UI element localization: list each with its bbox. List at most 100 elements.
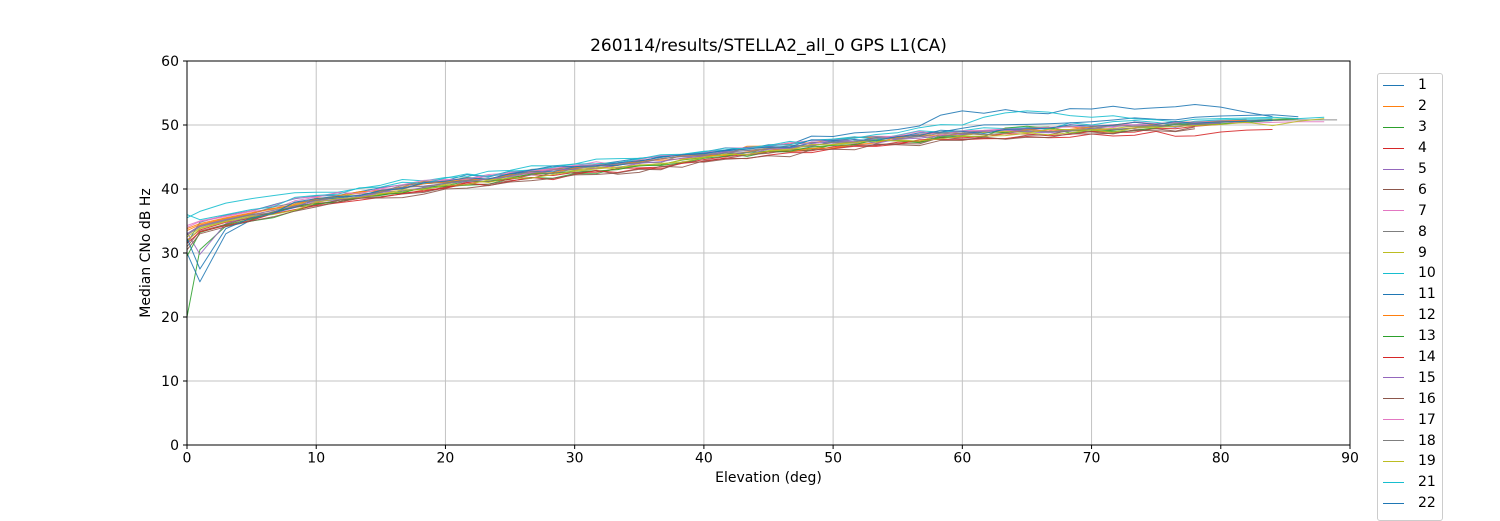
legend-label: 22 <box>1418 495 1436 512</box>
legend-line-sample <box>1383 189 1404 191</box>
legend-line-sample <box>1383 210 1404 212</box>
series-lines <box>187 104 1338 318</box>
legend-line-sample <box>1383 168 1404 170</box>
legend-line-sample <box>1383 356 1404 358</box>
series-line-13 <box>187 118 1299 257</box>
legend-label: 7 <box>1418 202 1427 219</box>
y-axis-label: Median CNo dB Hz <box>138 188 154 318</box>
legend-line-sample <box>1383 460 1404 462</box>
series-line-14 <box>187 129 1273 244</box>
legend-label: 1 <box>1418 77 1427 94</box>
x-axis-label: Elevation (deg) <box>715 470 822 486</box>
x-tick-label: 90 <box>1341 451 1359 467</box>
legend-item-4: 4 <box>1383 138 1442 159</box>
series-line-2 <box>187 118 1247 230</box>
legend-item-11: 11 <box>1383 284 1442 305</box>
legend-label: 15 <box>1418 369 1436 386</box>
y-tick-label: 0 <box>170 438 179 454</box>
series-line-12 <box>187 120 1247 232</box>
legend-label: 2 <box>1418 98 1427 115</box>
x-tick-label: 40 <box>695 451 713 467</box>
legend-item-10: 10 <box>1383 263 1442 284</box>
legend-label: 14 <box>1418 349 1436 366</box>
legend-item-16: 16 <box>1383 388 1442 409</box>
legend-label: 12 <box>1418 307 1436 324</box>
legend-label: 4 <box>1418 140 1427 157</box>
legend-label: 21 <box>1418 474 1436 491</box>
legend-item-1: 1 <box>1383 75 1442 96</box>
series-line-7 <box>187 119 1247 228</box>
legend-line-sample <box>1383 84 1404 86</box>
legend-label: 18 <box>1418 432 1436 449</box>
legend-line-sample <box>1383 481 1404 483</box>
legend-label: 5 <box>1418 161 1427 177</box>
legend-label: 8 <box>1418 223 1427 240</box>
x-tick-label: 50 <box>824 451 842 467</box>
legend-label: 11 <box>1418 286 1436 303</box>
series-line-8 <box>187 119 1273 235</box>
x-tick-label: 20 <box>437 451 455 467</box>
legend-item-2: 2 <box>1383 96 1442 117</box>
chart-title: 260114/results/STELLA2_all_0 GPS L1(CA) <box>590 36 947 56</box>
legend-line-sample <box>1383 440 1404 442</box>
series-line-9 <box>187 123 1221 238</box>
legend-line-sample <box>1383 272 1404 274</box>
legend-line-sample <box>1383 377 1404 379</box>
legend-line-sample <box>1383 398 1404 400</box>
legend-label: 6 <box>1418 181 1427 198</box>
legend-item-21: 21 <box>1383 472 1442 493</box>
series-line-5 <box>187 120 1247 255</box>
legend-item-13: 13 <box>1383 326 1442 347</box>
legend-item-5: 5 <box>1383 159 1442 180</box>
y-tick-label: 60 <box>161 54 179 70</box>
series-line-17 <box>187 121 1325 226</box>
legend-label: 9 <box>1418 244 1427 261</box>
plot-area: 0 10 20 30 40 50 60 70 80 90 0 10 20 30 40 50 60 <box>161 54 1359 467</box>
legend-line-sample <box>1383 252 1404 254</box>
y-tick-label: 30 <box>161 246 179 262</box>
y-tick-label: 20 <box>161 310 179 326</box>
y-tick-label: 40 <box>161 182 179 198</box>
legend-line-sample <box>1383 147 1404 149</box>
x-tick-label: 60 <box>953 451 971 467</box>
legend-label: 17 <box>1418 411 1436 428</box>
legend-item-12: 12 <box>1383 305 1442 326</box>
x-tick-label: 80 <box>1212 451 1230 467</box>
legend-item-3: 3 <box>1383 117 1442 138</box>
legend-label: 3 <box>1418 119 1427 136</box>
series-line-16 <box>187 128 1195 251</box>
legend-item-15: 15 <box>1383 367 1442 388</box>
legend-item-19: 19 <box>1383 451 1442 472</box>
legend-line-sample <box>1383 105 1404 107</box>
legend-line-sample <box>1383 231 1404 233</box>
legend: 1 2 3 4 5 6 7 8 9 10 11 12 13 14 15 16 17 18 19 21 22 <box>1377 73 1443 521</box>
legend-line-sample <box>1383 335 1404 337</box>
legend-item-9: 9 <box>1383 242 1442 263</box>
gridlines <box>186 60 1351 446</box>
legend-label: 13 <box>1418 328 1436 345</box>
series-line-6 <box>187 126 1196 247</box>
figure: 0 10 20 30 40 50 60 70 80 90 0 10 20 30 40 50 60 260114/… <box>138 36 1443 521</box>
legend-line-sample <box>1383 314 1404 316</box>
x-tick-label: 10 <box>307 451 325 467</box>
x-tick-label: 30 <box>566 451 584 467</box>
x-tick-label: 0 <box>183 451 192 467</box>
legend-line-sample <box>1383 419 1404 421</box>
series-line-18 <box>187 119 1338 236</box>
legend-line-sample <box>1383 126 1404 128</box>
legend-item-17: 17 <box>1383 409 1442 430</box>
y-tick-label: 10 <box>161 374 179 390</box>
series-line-19 <box>187 118 1325 242</box>
legend-item-7: 7 <box>1383 200 1442 221</box>
legend-item-14: 14 <box>1383 347 1442 368</box>
legend-label: 16 <box>1418 390 1436 407</box>
legend-line-sample <box>1383 502 1404 504</box>
legend-label: 19 <box>1418 453 1436 470</box>
legend-label: 10 <box>1418 265 1436 282</box>
y-tick-label: 50 <box>161 118 179 134</box>
legend-item-22: 22 <box>1383 493 1442 514</box>
series-line-22 <box>187 120 1273 270</box>
legend-item-18: 18 <box>1383 430 1442 451</box>
legend-item-8: 8 <box>1383 221 1442 242</box>
x-tick-label: 70 <box>1083 451 1101 467</box>
